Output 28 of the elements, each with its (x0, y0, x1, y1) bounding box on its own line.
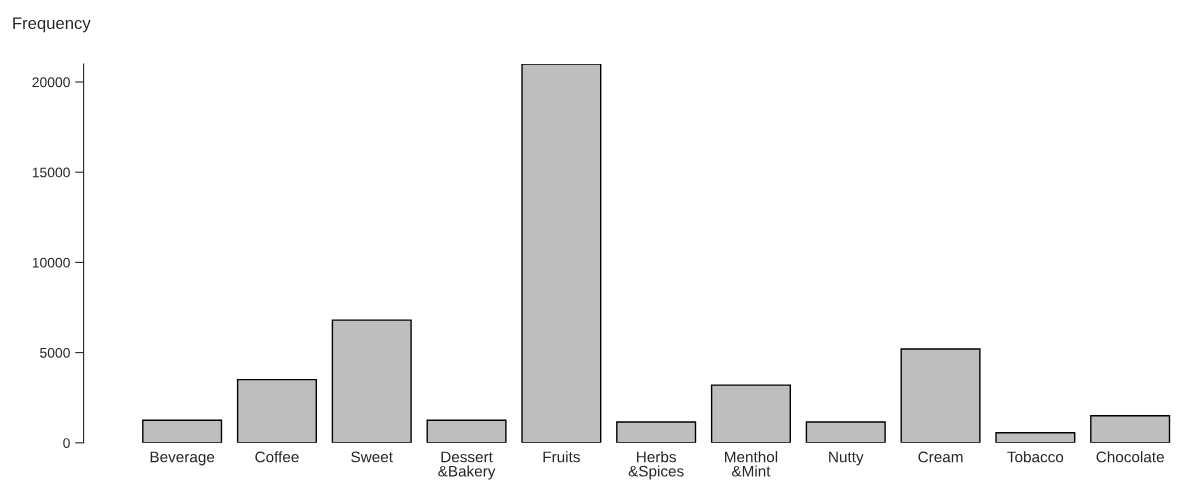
x-tick-label: Nutty (829, 451, 864, 466)
bar (521, 63, 602, 443)
bar (995, 432, 1076, 443)
bar (142, 419, 223, 443)
y-tick-label: 0 (63, 438, 70, 448)
bar (805, 421, 886, 443)
bar (1090, 415, 1171, 443)
x-tick-label: Sweet (351, 451, 393, 463)
y-tick-label: 20000 (32, 77, 70, 88)
bar (900, 348, 981, 443)
bar (331, 319, 412, 443)
x-tick-label: Chocolate (1096, 451, 1164, 463)
x-tick-label: Dessert &Bakery (438, 451, 496, 480)
bar (426, 419, 507, 443)
y-axis-title: Frequency (13, 17, 91, 33)
x-tick-label: Beverage (150, 451, 215, 466)
x-tick-label: Tobacco (1007, 451, 1064, 463)
bar (236, 378, 317, 443)
x-tick-label: Cream (918, 451, 963, 463)
x-tick-label: Herbs &Spices (628, 451, 684, 480)
x-tick-label: Coffee (255, 451, 299, 463)
y-tick-label: 5000 (40, 347, 70, 358)
y-tick-label: 15000 (32, 167, 70, 178)
x-tick-label: Fruits (543, 451, 580, 463)
bar (616, 421, 697, 443)
y-tick-label: 10000 (32, 257, 70, 268)
bar (710, 384, 791, 443)
x-tick-label: Menthol &Mint (725, 451, 778, 477)
